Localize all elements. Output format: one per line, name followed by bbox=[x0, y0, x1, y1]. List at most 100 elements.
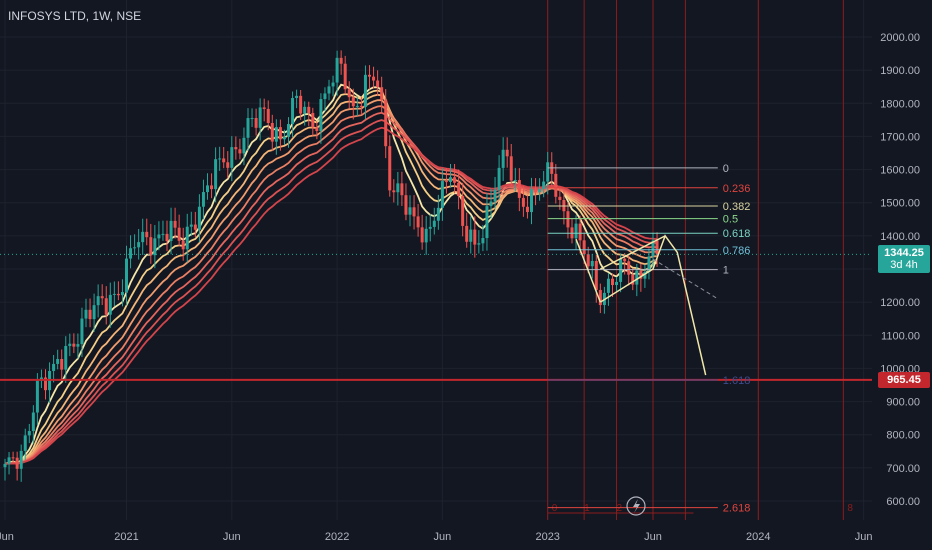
candle-body bbox=[566, 211, 570, 228]
ribbon-line bbox=[4, 105, 658, 465]
candle-body bbox=[339, 57, 343, 64]
fib-label: 0 bbox=[723, 163, 729, 175]
candle-body bbox=[15, 457, 19, 469]
candle-body bbox=[52, 363, 56, 371]
candle-body bbox=[509, 156, 513, 181]
candle-body bbox=[444, 181, 448, 183]
candle-body bbox=[11, 457, 15, 459]
cycle-label: 0 bbox=[552, 503, 558, 514]
candle-body bbox=[173, 220, 177, 228]
fib-label: 0.236 bbox=[723, 183, 751, 195]
candle-body bbox=[218, 158, 222, 160]
candle-body bbox=[396, 183, 400, 193]
candle-body bbox=[384, 99, 388, 147]
candle-body bbox=[323, 93, 327, 100]
projection-dashed bbox=[652, 258, 719, 300]
candle-body bbox=[440, 181, 444, 208]
candle-body bbox=[615, 281, 619, 286]
candle-body bbox=[619, 258, 623, 282]
price-tick-label: 1700.00 bbox=[880, 131, 920, 143]
candle-body bbox=[497, 167, 501, 190]
candle-body bbox=[542, 181, 546, 190]
candle-body bbox=[327, 86, 331, 94]
support-level-badge[interactable]: 965.45 bbox=[878, 371, 930, 388]
candle-body bbox=[222, 158, 226, 163]
candle-body bbox=[416, 216, 420, 228]
candle-body bbox=[189, 224, 193, 227]
bar-countdown: 3d 4h bbox=[890, 259, 918, 272]
candle-body bbox=[246, 118, 250, 138]
candle-body bbox=[453, 177, 457, 183]
candle-body bbox=[287, 124, 290, 137]
candle-body bbox=[578, 223, 582, 241]
candle-body bbox=[137, 242, 141, 248]
candle-body bbox=[420, 227, 424, 243]
candle-body bbox=[347, 89, 351, 98]
candle-body bbox=[530, 189, 533, 213]
candle-body bbox=[651, 240, 655, 257]
candle-body bbox=[169, 220, 173, 242]
ribbon-line bbox=[4, 126, 658, 465]
price-tick-label: 1500.00 bbox=[880, 198, 920, 210]
ema-ribbon bbox=[4, 83, 658, 465]
candle-body bbox=[104, 298, 108, 315]
time-tick-label: 2021 bbox=[114, 531, 138, 543]
candle-body bbox=[262, 107, 266, 109]
candle-body bbox=[129, 248, 133, 259]
candle-body bbox=[274, 127, 278, 142]
cycle-label: 8 bbox=[847, 503, 853, 514]
fib-label: 0.382 bbox=[723, 201, 751, 213]
candle-body bbox=[493, 189, 497, 202]
candle-body bbox=[643, 271, 647, 279]
candle-body bbox=[639, 270, 643, 279]
candle-body bbox=[108, 294, 112, 315]
candle-body bbox=[315, 127, 319, 131]
candle-body bbox=[116, 293, 120, 296]
candle-body bbox=[343, 63, 347, 90]
lightning-icon[interactable] bbox=[626, 496, 646, 516]
candle-body bbox=[586, 254, 590, 267]
current-price-badge[interactable]: 1344.25 3d 4h bbox=[878, 245, 930, 274]
candle-body bbox=[133, 247, 137, 249]
price-tick-label: 1400.00 bbox=[880, 231, 920, 243]
candle-body bbox=[120, 291, 124, 296]
candle-body bbox=[335, 57, 339, 83]
candle-body bbox=[282, 136, 286, 140]
ribbon-line bbox=[4, 99, 658, 465]
candle-body bbox=[598, 289, 602, 306]
candle-body bbox=[7, 457, 11, 464]
candle-body bbox=[84, 309, 88, 319]
time-cycle-lines: 0 1 2 8 bbox=[547, 0, 853, 520]
candle-body bbox=[307, 106, 311, 113]
price-tick-label: 1800.00 bbox=[880, 98, 920, 110]
channel-line bbox=[600, 235, 666, 270]
candle-body bbox=[436, 207, 440, 221]
candle-body bbox=[181, 240, 185, 250]
time-tick-label: Jun bbox=[434, 531, 452, 543]
candle-body bbox=[469, 229, 473, 242]
candle-body bbox=[100, 296, 104, 299]
candle-body bbox=[590, 260, 594, 267]
price-tick-label: 1100.00 bbox=[881, 330, 920, 342]
candle-body bbox=[112, 293, 116, 295]
time-axis[interactable]: Jun 2021 Jun 2022 Jun 2023 Jun 2024 Jun bbox=[0, 531, 872, 543]
candle-body bbox=[359, 105, 363, 107]
candle-body bbox=[153, 238, 157, 256]
candle-body bbox=[424, 228, 428, 243]
candle-body bbox=[412, 207, 416, 217]
candle-body bbox=[149, 237, 153, 256]
candle-body bbox=[161, 233, 165, 235]
candle-body bbox=[376, 80, 380, 88]
candle-body bbox=[538, 189, 542, 193]
candle-body bbox=[611, 278, 614, 286]
candle-body bbox=[534, 189, 538, 193]
candle-body bbox=[157, 234, 161, 239]
candle-body bbox=[606, 278, 610, 293]
candle-body bbox=[60, 358, 64, 370]
candle-body bbox=[388, 146, 392, 191]
candle-body bbox=[19, 450, 23, 469]
price-tick-label: 2000.00 bbox=[880, 32, 920, 44]
candle-body bbox=[392, 190, 396, 193]
candle-body bbox=[473, 229, 477, 245]
